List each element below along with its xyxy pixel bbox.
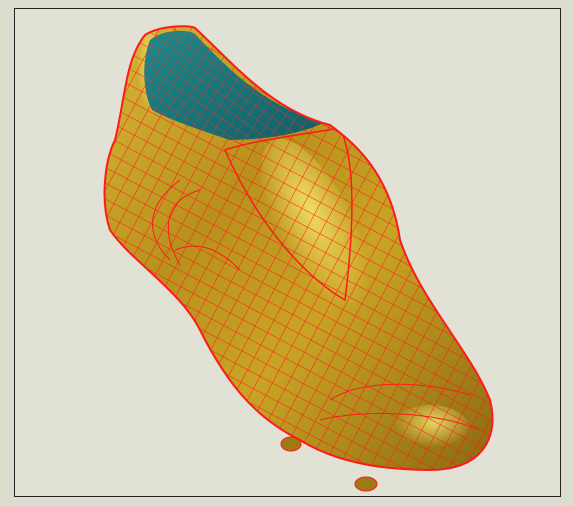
- shoe-outline: [103, 25, 494, 472]
- stud: [280, 436, 302, 452]
- stud: [354, 476, 378, 492]
